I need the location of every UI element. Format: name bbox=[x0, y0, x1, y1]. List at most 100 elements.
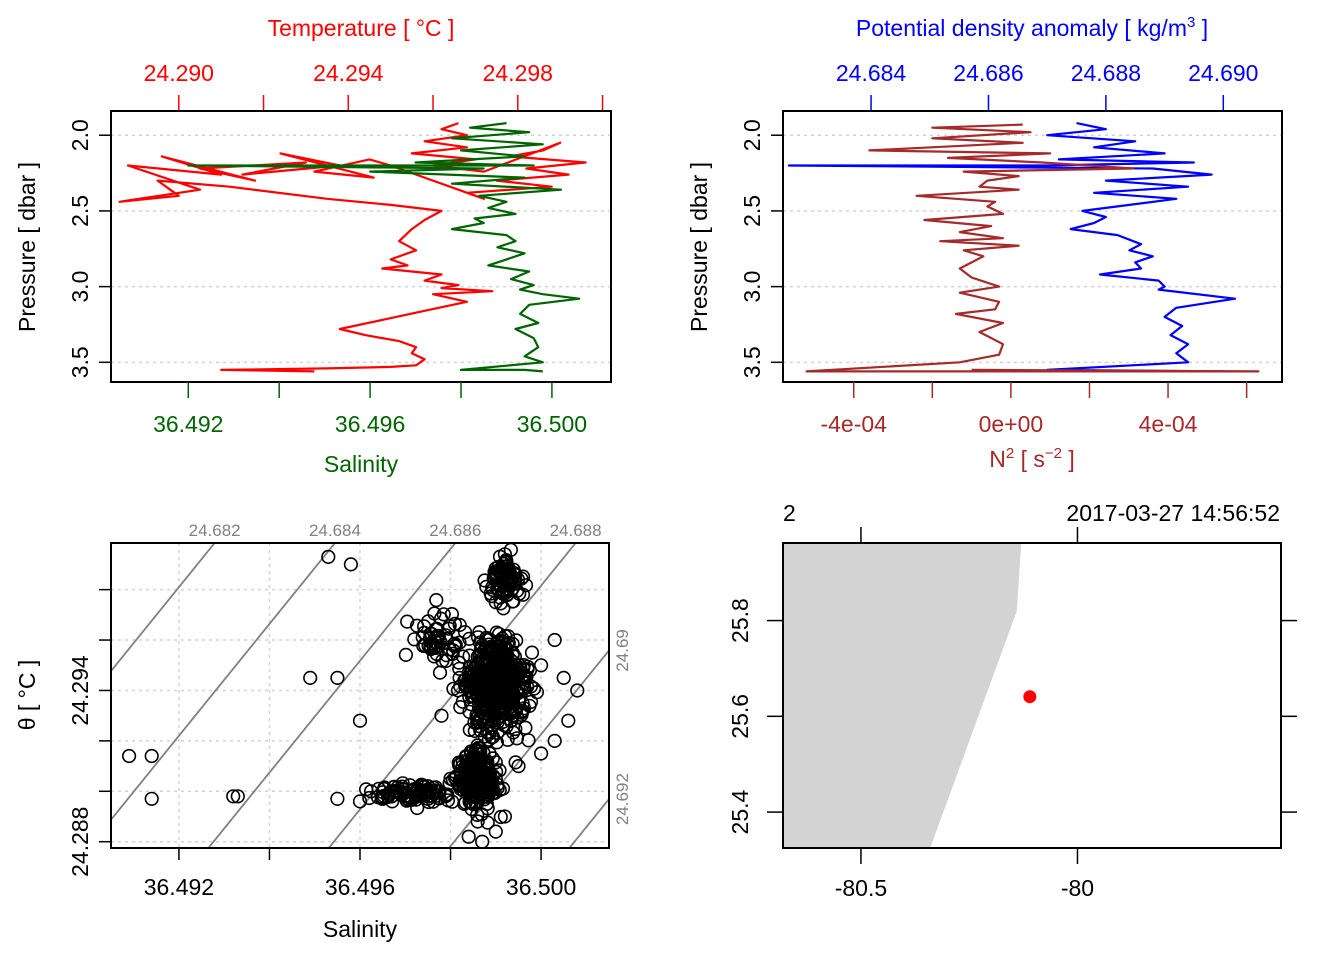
series-line-temperature bbox=[118, 122, 587, 373]
plot-frame bbox=[782, 110, 1283, 383]
lon-tick-label: -80.5 bbox=[835, 875, 887, 901]
ts-point bbox=[484, 693, 499, 708]
ts-point bbox=[427, 606, 442, 621]
y-tick-label: 3.5 bbox=[67, 346, 93, 378]
ts-point bbox=[484, 640, 500, 655]
top-tick-label: 24.294 bbox=[313, 60, 384, 86]
ts-point bbox=[482, 632, 497, 647]
ts-point bbox=[377, 781, 392, 797]
ts-point bbox=[493, 809, 508, 825]
y-tick-label: 2.5 bbox=[67, 195, 93, 227]
ts-point bbox=[508, 755, 523, 770]
salinity-axis: 36.492 36.496 36.500 bbox=[153, 382, 587, 437]
ts-point bbox=[489, 698, 504, 713]
profile-lines bbox=[787, 122, 1260, 373]
ts-point bbox=[469, 708, 484, 723]
ts-point bbox=[303, 670, 318, 686]
ts-point bbox=[512, 586, 527, 601]
ts-point bbox=[488, 565, 503, 580]
ts-point bbox=[465, 689, 480, 704]
ts-point bbox=[477, 729, 492, 744]
isopycnal-label: 24.692 bbox=[613, 773, 632, 825]
ts-point bbox=[547, 632, 562, 648]
bottom-tick-label: 36.496 bbox=[335, 411, 405, 437]
pressure-gridlines bbox=[783, 134, 1282, 364]
ts-point bbox=[429, 592, 444, 608]
series-line-potential-density-anomaly bbox=[787, 122, 1237, 373]
ts-point bbox=[432, 665, 448, 680]
top-tick-label: 24.684 bbox=[836, 60, 907, 86]
ts-point bbox=[467, 784, 482, 799]
ts-point bbox=[472, 625, 487, 640]
series-line-n2 bbox=[805, 123, 1260, 373]
ts-point bbox=[474, 766, 489, 781]
temperature-axis: 24.290 24.294 24.298 bbox=[144, 60, 604, 111]
ts-point bbox=[398, 647, 414, 663]
ts-point bbox=[482, 643, 497, 658]
land-polygon bbox=[783, 543, 1022, 848]
ts-point bbox=[493, 590, 508, 605]
ts-point bbox=[144, 791, 159, 806]
ts-point bbox=[516, 681, 531, 696]
ts-point bbox=[465, 752, 480, 767]
x-tick-label: 36.496 bbox=[325, 874, 395, 900]
ts-point bbox=[500, 647, 515, 663]
lat-tick-label: 25.6 bbox=[727, 694, 753, 739]
ts-point bbox=[440, 787, 455, 802]
ts-point bbox=[427, 649, 442, 664]
ts-point bbox=[502, 562, 517, 577]
n2-axis: -4e-04 0e+00 4e-04 bbox=[820, 382, 1248, 437]
ts-point bbox=[394, 788, 409, 803]
ts-point bbox=[486, 674, 501, 689]
ts-point bbox=[480, 815, 495, 830]
y-tick-label: 3.0 bbox=[739, 271, 765, 303]
ts-point bbox=[533, 746, 549, 761]
top-tick-label: 24.686 bbox=[953, 60, 1023, 86]
ts-point bbox=[485, 708, 501, 723]
ts-point bbox=[321, 549, 336, 565]
ts-point bbox=[488, 706, 503, 722]
ts-point bbox=[407, 632, 422, 647]
isopycnal-line bbox=[568, 797, 609, 848]
ts-point bbox=[417, 619, 432, 634]
ts-point bbox=[484, 730, 499, 745]
ts-point bbox=[486, 571, 501, 586]
bottom-tick-label: 36.500 bbox=[517, 411, 587, 437]
ts-point bbox=[508, 678, 523, 693]
x-tick-label: 36.500 bbox=[506, 874, 576, 900]
ts-points bbox=[122, 542, 585, 849]
ts-point bbox=[409, 618, 425, 633]
ts-point bbox=[330, 670, 345, 686]
salinity-axis: 36.492 36.496 36.500 bbox=[144, 848, 576, 900]
ts-point bbox=[453, 699, 468, 715]
salinity-axis-title: Salinity bbox=[323, 916, 398, 942]
ts-point bbox=[463, 772, 478, 787]
y-tick-label: 2.0 bbox=[67, 119, 93, 151]
ts-point bbox=[465, 773, 480, 789]
ts-point bbox=[556, 670, 571, 686]
y-tick-label: 24.288 bbox=[67, 807, 93, 877]
ts-point bbox=[488, 755, 503, 770]
isopycnal-label: 24.682 bbox=[189, 521, 241, 540]
isopycnal-line bbox=[207, 543, 457, 848]
x-tick-label: 36.492 bbox=[144, 874, 214, 900]
ts-point bbox=[352, 713, 368, 728]
lat-tick-label: 25.8 bbox=[727, 598, 753, 643]
ts-point bbox=[343, 557, 359, 572]
pressure-axis-title: Pressure [ dbar ] bbox=[686, 162, 712, 332]
station-marker[interactable] bbox=[1023, 690, 1037, 704]
isopycnal-line bbox=[111, 543, 337, 822]
isopycnal-label: 24.686 bbox=[429, 521, 481, 540]
ts-point bbox=[441, 621, 457, 636]
y-tick-label: 2.5 bbox=[739, 195, 765, 227]
density-axis: 24.684 24.686 24.688 24.690 bbox=[836, 60, 1258, 111]
ts-point bbox=[424, 788, 440, 803]
ts-point bbox=[492, 549, 508, 564]
ts-point bbox=[524, 645, 540, 660]
isopycnal-label: 24.684 bbox=[309, 521, 361, 540]
ts-point bbox=[561, 713, 576, 728]
ts-point bbox=[461, 829, 476, 844]
ts-point bbox=[408, 789, 423, 805]
map-axes: -80.5 -80 25.4 25.6 25.8 bbox=[727, 527, 1297, 901]
top-tick-label: 24.690 bbox=[1188, 60, 1258, 86]
